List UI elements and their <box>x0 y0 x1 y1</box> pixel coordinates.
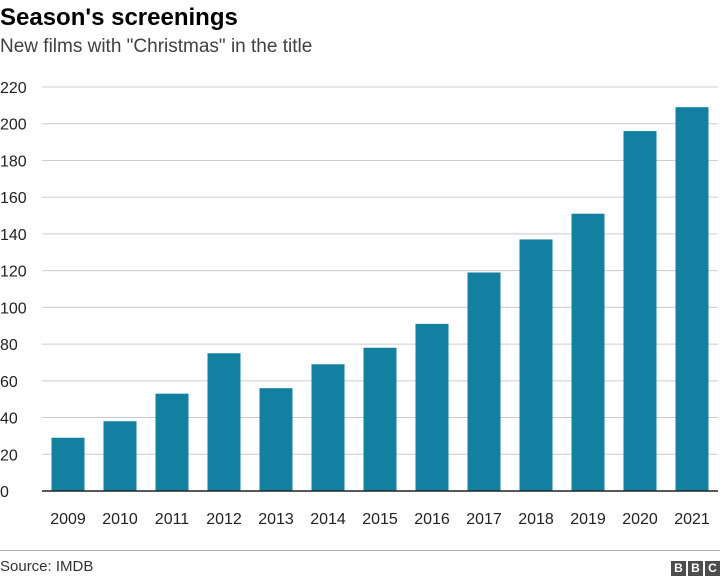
x-tick-label: 2021 <box>674 511 710 528</box>
bar-2020 <box>623 131 657 491</box>
source-note: Source: IMDB <box>0 558 94 575</box>
bar-2010 <box>103 421 137 491</box>
y-tick-label: 20 <box>0 447 18 464</box>
bar-2021 <box>675 107 709 491</box>
y-tick-label: 60 <box>0 374 18 391</box>
x-tick-label: 2011 <box>155 511 190 528</box>
bar-2017 <box>467 272 501 491</box>
bar-2015 <box>363 347 397 491</box>
y-tick-label: 160 <box>0 190 27 207</box>
x-tick-label: 2017 <box>466 511 502 528</box>
y-tick-label: 120 <box>0 264 27 281</box>
x-tick-label: 2013 <box>258 511 294 528</box>
x-tick-label: 2012 <box>206 511 242 528</box>
x-tick-label: 2019 <box>570 511 606 528</box>
x-tick-label: 2018 <box>518 511 554 528</box>
y-tick-label: 200 <box>0 117 27 134</box>
chart-subtitle: New films with "Christmas" in the title <box>0 36 313 57</box>
x-tick-label: 2016 <box>414 511 450 528</box>
chart-title: Season's screenings <box>0 4 238 31</box>
bbc-logo-letter-2: B <box>688 561 703 576</box>
x-tick-label: 2014 <box>310 511 346 528</box>
bar-2018 <box>519 239 553 491</box>
x-tick-label: 2015 <box>362 511 398 528</box>
bbc-logo-letter-3: C <box>705 561 720 576</box>
x-tick-label: 2009 <box>50 511 86 528</box>
bar-2013 <box>259 388 293 491</box>
bbc-logo-letter-1: B <box>671 561 686 576</box>
y-tick-label: 40 <box>0 411 18 428</box>
x-tick-label: 2010 <box>102 511 138 528</box>
bar-2019 <box>571 213 605 491</box>
footer-divider <box>0 550 720 551</box>
axes: 0 20 40 60 80 100 120 140 160 180 200 220 2009 2010 20… <box>0 80 718 528</box>
bar-2014 <box>311 364 345 491</box>
y-tick-label: 220 <box>0 80 27 97</box>
bar-2011 <box>155 393 189 491</box>
y-tick-label: 0 <box>0 484 9 501</box>
bar-2009 <box>51 437 85 491</box>
bars <box>51 107 709 491</box>
y-tick-label: 80 <box>0 337 18 354</box>
y-tick-label: 180 <box>0 153 27 170</box>
x-tick-label: 2020 <box>622 511 658 528</box>
bar-chart: 0 20 40 60 80 100 120 140 160 180 200 220 2009 2010 20… <box>0 80 718 528</box>
bbc-logo: B B C <box>671 561 720 576</box>
bar-2016 <box>415 323 449 491</box>
y-tick-label: 140 <box>0 227 27 244</box>
bar-2012 <box>207 353 241 491</box>
y-tick-label: 100 <box>0 300 27 317</box>
